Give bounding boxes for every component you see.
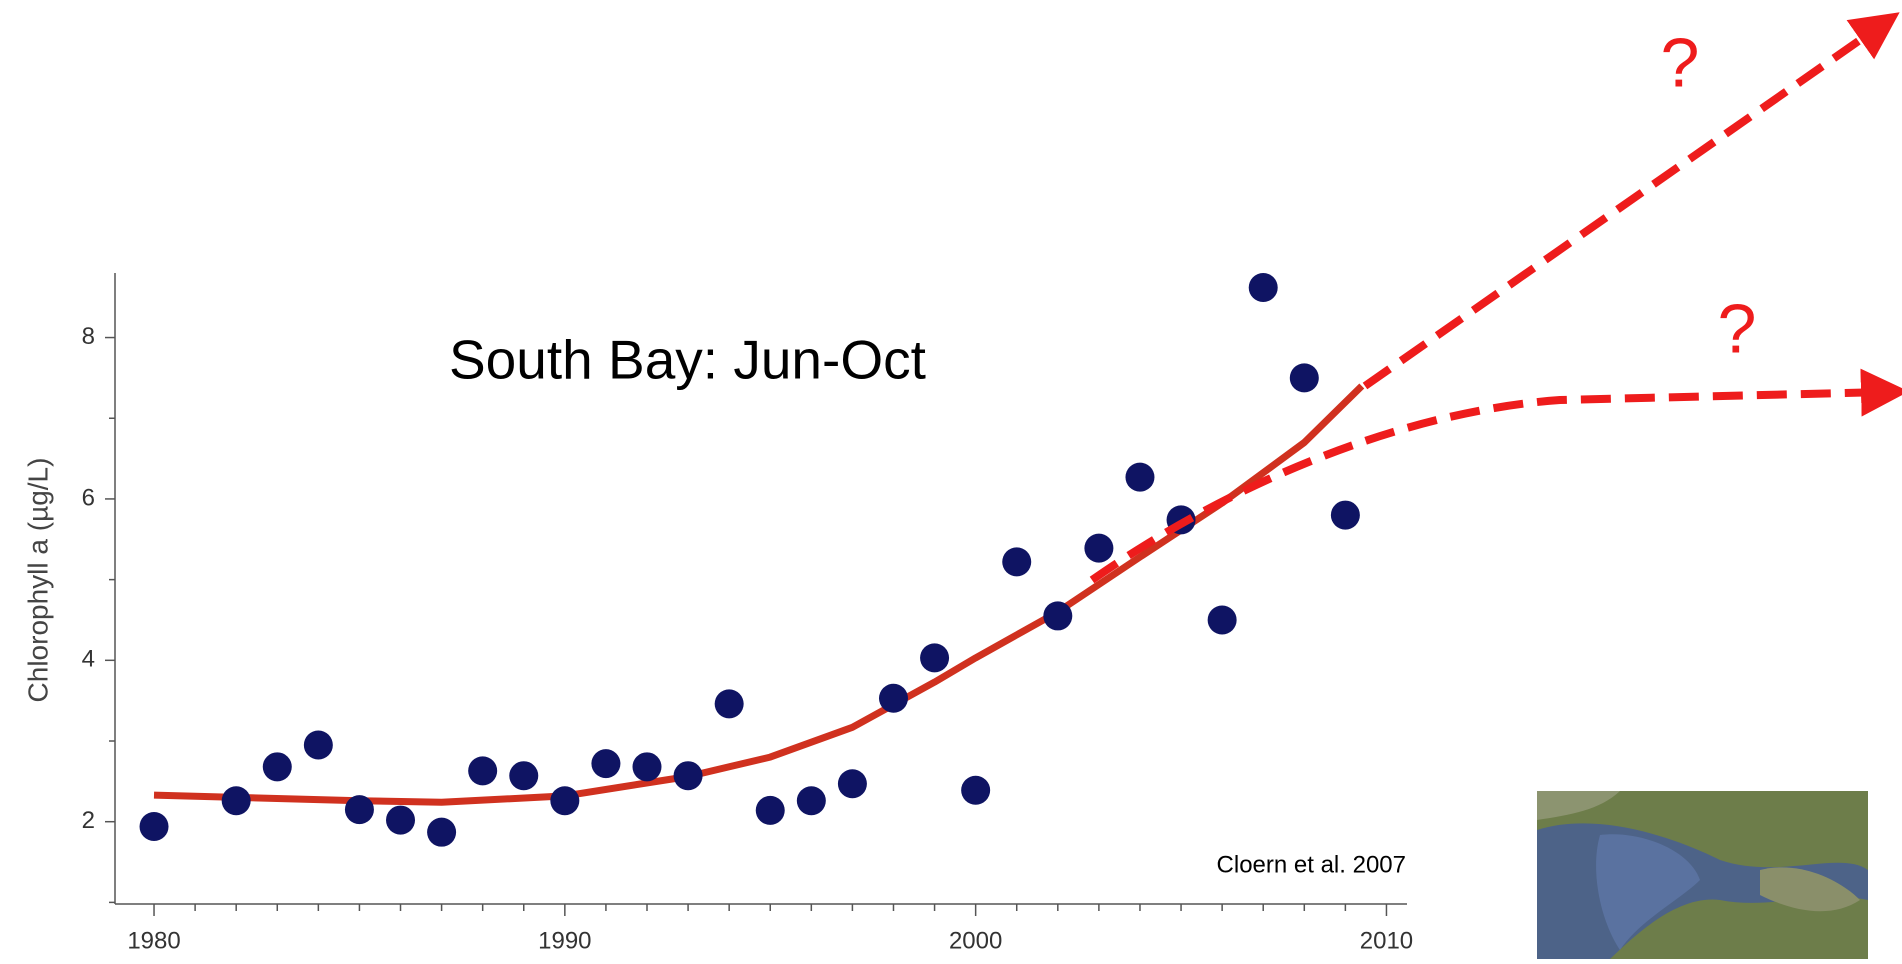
- data-point: [344, 795, 374, 825]
- x-tick-label: 2010: [1360, 927, 1413, 954]
- data-point: [837, 769, 867, 799]
- data-point: [1043, 601, 1073, 631]
- data-point: [427, 817, 457, 847]
- data-point: [1084, 533, 1114, 563]
- y-tick-label: 8: [82, 323, 95, 350]
- map-thumbnail: [1537, 791, 1868, 959]
- data-point: [1330, 500, 1360, 530]
- data-point: [1248, 273, 1278, 303]
- data-point: [1125, 462, 1155, 492]
- chart-title: South Bay: Jun-Oct: [449, 329, 926, 391]
- data-point: [796, 786, 826, 816]
- data-point: [303, 730, 333, 760]
- projection-arrow-high: [1362, 12, 1900, 390]
- data-point: [550, 786, 580, 816]
- x-tick-label: 1980: [127, 927, 180, 954]
- data-point: [386, 805, 416, 835]
- data-point: [221, 786, 251, 816]
- data-point: [920, 643, 950, 673]
- data-point: [755, 795, 785, 825]
- data-point: [1207, 605, 1237, 635]
- data-point: [878, 683, 908, 713]
- data-point: [509, 761, 539, 791]
- y-tick-label: 6: [82, 484, 95, 511]
- data-point: [1002, 547, 1032, 577]
- data-point: [591, 749, 621, 779]
- question-mark: ?: [1661, 23, 1700, 101]
- data-point: [468, 756, 498, 786]
- y-tick-label: 2: [82, 807, 95, 834]
- y-tick-label: 4: [82, 646, 95, 673]
- data-point: [1289, 363, 1319, 393]
- data-point: [961, 775, 991, 805]
- data-point: [714, 689, 744, 719]
- data-point: [673, 761, 703, 791]
- data-point: [632, 752, 662, 782]
- y-axis-label: Chlorophyll a (µg/L): [22, 458, 53, 703]
- citation: Cloern et al. 2007: [1217, 851, 1406, 878]
- trend-line: [153, 383, 1365, 806]
- x-tick-label: 2000: [949, 927, 1002, 954]
- data-point: [139, 812, 169, 842]
- x-tick-label: 1990: [538, 927, 591, 954]
- data-point: [262, 752, 292, 782]
- projection-arrow-flat: [1089, 368, 1902, 584]
- question-mark: ?: [1718, 289, 1757, 367]
